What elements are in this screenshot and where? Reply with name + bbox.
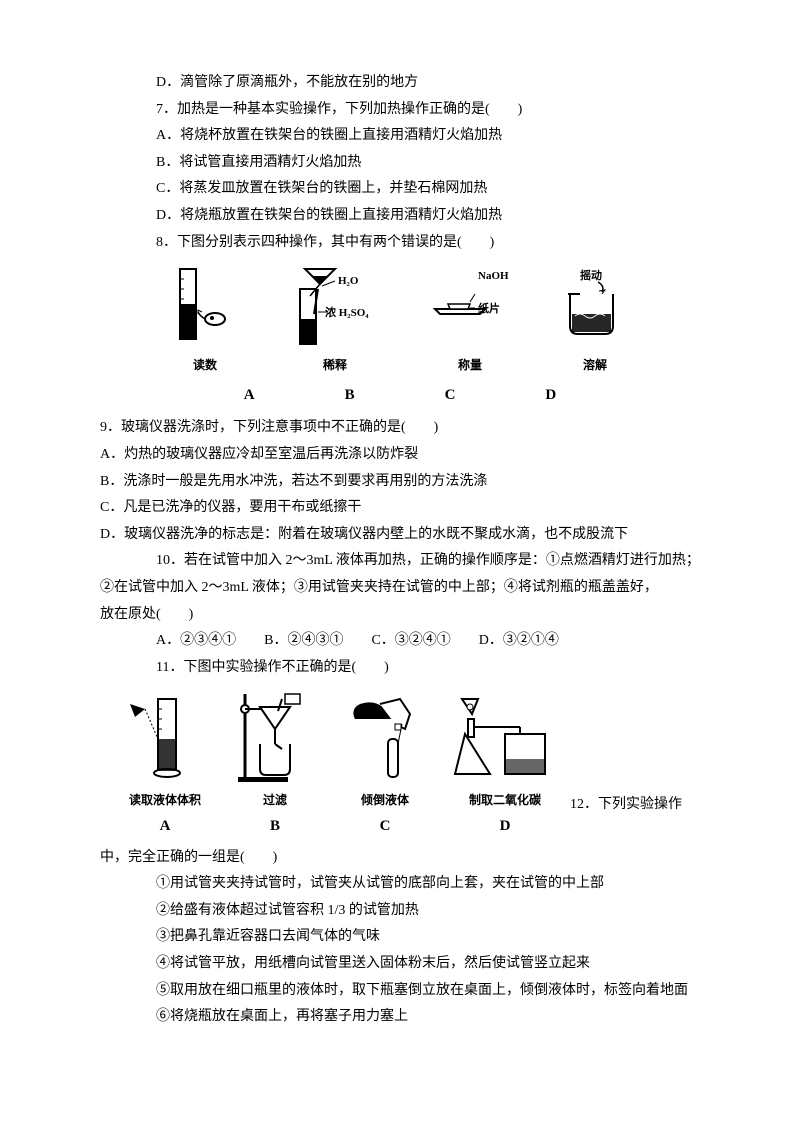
q9-option-c: C．凡是已洗净的仪器，要用干布或纸擦干 xyxy=(100,495,700,522)
q8-fig-c: NaOH 纸片 称量 xyxy=(420,264,520,377)
svg-text:NaOH: NaOH xyxy=(478,270,509,282)
q7-stem: 7．加热是一种基本实验操作，下列加热操作正确的是( ) xyxy=(100,97,700,124)
q11-fig-b-drawing xyxy=(230,689,320,789)
q7-option-b: B．将试管直接用酒精灯火焰加热 xyxy=(100,150,700,177)
q8-figure-letters: A B C D xyxy=(100,381,700,410)
q12-item-3: ③把鼻孔靠近容器口去闻气体的气味 xyxy=(100,924,700,951)
q9-option-a: A．灼热的玻璃仪器应冷却至室温后再洗涤以防炸裂 xyxy=(100,442,700,469)
q12-stem: 12．下列实验操作 xyxy=(570,792,682,845)
q8-letter-b: B xyxy=(345,381,355,410)
q12-item-2: ②给盛有液体超过试管容积 1/3 的试管加热 xyxy=(100,898,700,925)
q11-fig-d-caption: 制取二氧化碳 xyxy=(469,789,541,812)
q10-stem: 10．若在试管中加入 2～3mL 液体再加热，正确的操作顺序是：①点燃酒精灯进行… xyxy=(100,548,700,575)
q11-fig-a-caption: 读取液体体积 xyxy=(129,789,201,812)
h2so4-label: 浓 H₂SO₄ xyxy=(325,305,369,319)
q9-stem: 9．玻璃仪器洗涤时，下列注意事项中不正确的是( ) xyxy=(100,415,700,442)
q8-letter-d: D xyxy=(545,381,556,410)
q10-cont2: 放在原处( ) xyxy=(100,602,700,629)
q12-item-4: ④将试管平放，用纸槽向试管里送入固体粉末后，然后使试管竖立起来 xyxy=(100,951,700,978)
q12-item-5: ⑤取用放在细口瓶里的液体时，取下瓶塞倒立放在桌面上，倾倒液体时，标签向着地面 xyxy=(100,978,700,1005)
q8-fig-b: H₂O 浓 H₂SO₄ 稀释 xyxy=(280,264,390,377)
q7-option-a: A．将烧杯放置在铁架台的铁圈上直接用酒精灯火焰加热 xyxy=(100,123,700,150)
q9-option-d: D．玻璃仪器洗净的标志是：附着在玻璃仪器内壁上的水既不聚成水滴，也不成股流下 xyxy=(100,522,700,549)
q11-stem: 11．下图中实验操作不正确的是( ) xyxy=(100,655,700,682)
q11-fig-c-drawing xyxy=(340,689,430,789)
q12-item-1: ①用试管夹夹持试管时，试管夹从试管的底部向上套，夹在试管的中上部 xyxy=(100,871,700,898)
q8-fig-a: 读数 xyxy=(160,264,250,377)
q11-fig-b-caption: 过滤 xyxy=(263,789,287,812)
q8-stem: 8．下图分别表示四种操作，其中有两个错误的是( ) xyxy=(100,230,700,257)
q11-fig-d: 制取二氧化碳 D xyxy=(450,689,560,840)
q8-fig-b-caption: 稀释 xyxy=(323,354,347,377)
svg-text:纸片: 纸片 xyxy=(478,301,500,315)
q10-options: A．②③④① B．②④③① C．③②④① D．③②①④ xyxy=(100,628,700,655)
page-root: D．滴管除了原滴瓶外，不能放在别的地方 7．加热是一种基本实验操作，下列加热操作… xyxy=(0,0,800,1132)
q8-fig-b-drawing: H₂O 浓 H₂SO₄ xyxy=(280,264,390,354)
q10-cont1: ②在试管中加入 2～3mL 液体；③用试管夹夹持在试管的中上部；④将试剂瓶的瓶盖… xyxy=(100,575,700,602)
q11-letter-a: A xyxy=(160,812,171,841)
q12-cont: 中，完全正确的一组是( ) xyxy=(100,845,700,872)
q8-letter-c: C xyxy=(445,381,456,410)
q8-fig-a-drawing xyxy=(160,264,250,354)
q11-letter-c: C xyxy=(380,812,391,841)
q8-fig-a-caption: 读数 xyxy=(193,354,217,377)
q11-fig-d-drawing xyxy=(450,689,560,789)
q8-figure-row: 读数 H₂O 浓 H₂SO₄ 稀释 xyxy=(100,264,700,377)
q12-item-6: ⑥将烧瓶放在桌面上，再将塞子用力塞上 xyxy=(100,1004,700,1031)
q11-fig-a: 读取液体体积 A xyxy=(120,689,210,840)
q7-option-d: D．将烧瓶放置在铁架台的铁圈上直接用酒精灯火焰加热 xyxy=(100,203,700,230)
svg-text:摇动: 摇动 xyxy=(580,268,602,282)
q8-fig-d-drawing: 摇动 xyxy=(550,264,640,354)
q11-fig-c-caption: 倾倒液体 xyxy=(361,789,409,812)
q11-fig-b: 过滤 B xyxy=(230,689,320,840)
q8-fig-d: 摇动 溶解 xyxy=(550,264,640,377)
q8-fig-c-drawing: NaOH 纸片 xyxy=(420,264,520,354)
q11-letter-b: B xyxy=(270,812,280,841)
q8-fig-c-caption: 称量 xyxy=(458,354,482,377)
q11-letter-d: D xyxy=(500,812,511,841)
q11-fig-a-drawing xyxy=(120,689,210,789)
q11-fig-c: 倾倒液体 C xyxy=(340,689,430,840)
q8-letter-a: A xyxy=(244,381,255,410)
q11-figure-row: 读取液体体积 A xyxy=(120,689,560,840)
q8-fig-d-caption: 溶解 xyxy=(583,354,607,377)
q6-option-d: D．滴管除了原滴瓶外，不能放在别的地方 xyxy=(100,70,700,97)
h2o-label: H₂O xyxy=(338,275,359,287)
q9-option-b: B．洗涤时一般是先用水冲洗，若达不到要求再用别的方法洗涤 xyxy=(100,469,700,496)
q7-option-c: C．将蒸发皿放置在铁架台的铁圈上，并垫石棉网加热 xyxy=(100,176,700,203)
